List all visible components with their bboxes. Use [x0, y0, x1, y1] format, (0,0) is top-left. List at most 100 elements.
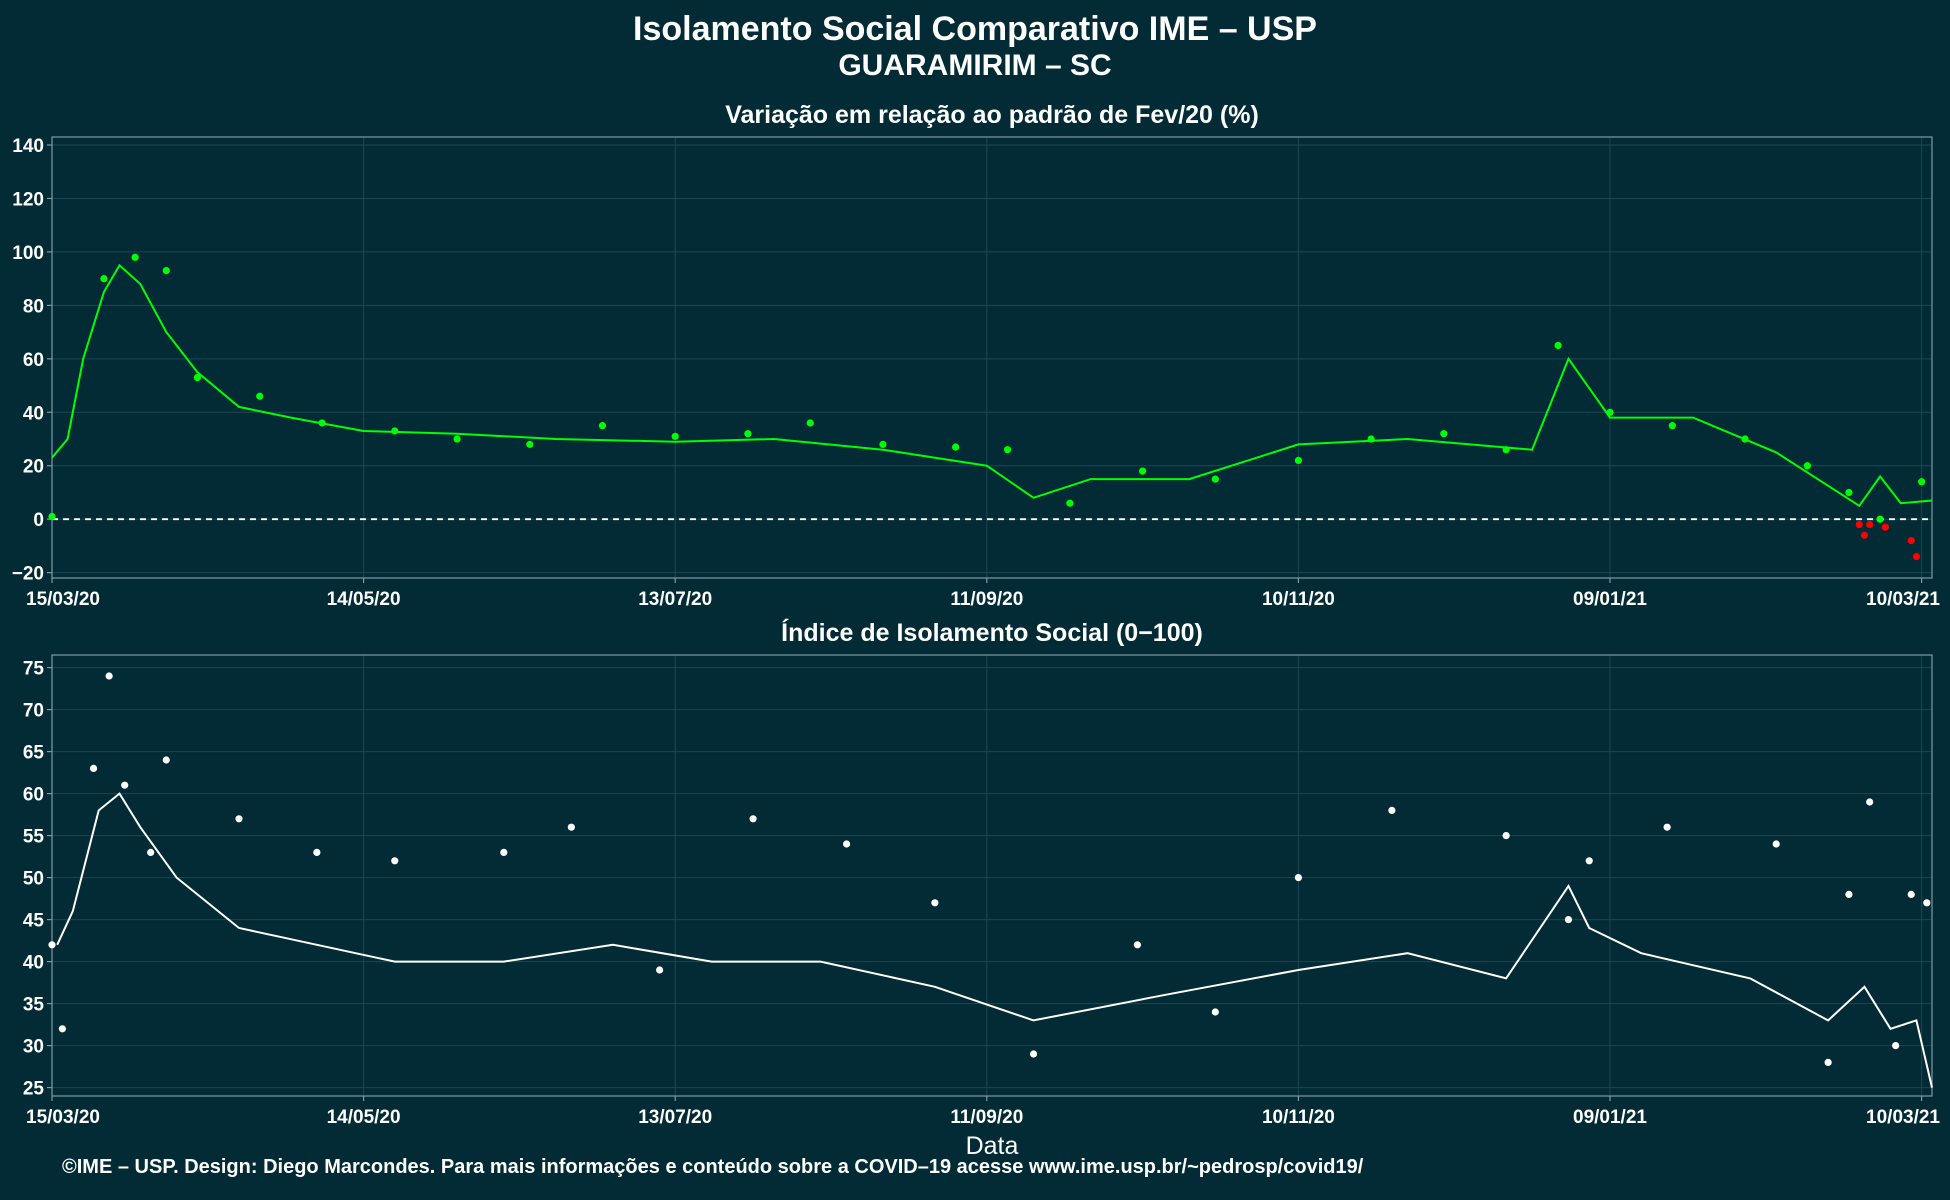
- x-tick-label: 11/09/20: [950, 589, 1023, 610]
- data-point: [1294, 874, 1303, 882]
- y-tick-label: 120: [12, 189, 44, 210]
- y-tick-label: 70: [23, 701, 44, 722]
- data-point: [1585, 857, 1593, 865]
- data-point: [567, 823, 575, 831]
- data-point: [879, 440, 887, 448]
- data-point: [1881, 523, 1889, 531]
- data-point: [1564, 916, 1573, 924]
- moving-average-line: [56, 792, 1933, 1088]
- x-axis-label: Data: [966, 1132, 1019, 1160]
- y-tick-label: 20: [23, 457, 44, 478]
- chart-main-title: Isolamento Social Comparativo IME – USP: [633, 10, 1317, 48]
- data-point: [391, 857, 399, 865]
- data-point: [193, 373, 202, 382]
- plot-title: Variação em relação ao padrão de Fev/20 …: [725, 101, 1259, 129]
- data-point: [1440, 430, 1448, 438]
- data-point: [1211, 1008, 1219, 1016]
- y-tick-label: 55: [23, 827, 45, 848]
- data-point: [1845, 488, 1853, 497]
- x-tick-label: 10/11/20: [1262, 589, 1335, 610]
- data-point: [1554, 341, 1562, 350]
- data-point: [58, 1025, 66, 1033]
- data-point: [100, 275, 108, 283]
- data-point: [1923, 899, 1931, 907]
- x-tick-label: 09/01/21: [1573, 589, 1647, 610]
- x-tick-label: 10/03/21: [1866, 589, 1940, 610]
- data-point: [89, 764, 98, 773]
- data-point: [952, 443, 960, 451]
- data-point: [744, 430, 752, 438]
- y-tick-label: −20: [12, 564, 44, 585]
- data-point: [1211, 475, 1219, 483]
- chart-panel-1: Variação em relação ao padrão de Fev/20 …: [12, 101, 1941, 610]
- y-tick-label: 65: [23, 743, 45, 764]
- x-tick-label: 10/11/20: [1262, 1107, 1335, 1128]
- data-point: [1663, 823, 1671, 831]
- footer-credit: ©IME – USP. Design: Diego Marcondes. Par…: [62, 1156, 1364, 1178]
- data-point: [162, 756, 170, 764]
- y-tick-label: 30: [23, 1037, 44, 1058]
- y-tick-label: 35: [23, 995, 45, 1016]
- data-point: [1824, 1058, 1832, 1066]
- x-tick-label: 10/03/21: [1866, 1107, 1940, 1128]
- data-point: [1772, 840, 1780, 848]
- data-point: [1918, 478, 1926, 486]
- y-tick-label: 75: [23, 659, 45, 680]
- x-tick-label: 15/03/20: [26, 589, 100, 610]
- data-point: [1066, 499, 1074, 507]
- data-point: [1876, 515, 1884, 523]
- y-tick-label: 25: [23, 1079, 45, 1100]
- x-tick-label: 13/07/20: [638, 589, 712, 610]
- plot-frame: [51, 136, 1933, 579]
- data-point: [453, 435, 461, 443]
- y-tick-label: 0: [33, 510, 44, 531]
- y-tick-label: 50: [23, 869, 44, 890]
- data-point: [1866, 520, 1874, 529]
- chart-subtitle: GUARAMIRIM – SC: [838, 49, 1112, 82]
- data-point: [806, 419, 814, 427]
- data-point: [313, 848, 321, 857]
- x-tick-label: 09/01/21: [1573, 1107, 1647, 1128]
- data-point: [235, 815, 243, 823]
- y-tick-label: 40: [23, 953, 44, 974]
- data-point: [749, 815, 757, 823]
- data-point: [656, 966, 664, 974]
- data-point: [1502, 832, 1510, 840]
- data-point: [500, 848, 508, 857]
- chart-panel-2: Índice de Isolamento Social (0−100) 25 30 3…: [23, 618, 1941, 1160]
- data-point: [1803, 462, 1811, 470]
- data-point: [105, 672, 113, 680]
- data-point: [1133, 941, 1142, 949]
- data-point: [162, 267, 170, 275]
- data-point: [48, 941, 56, 949]
- data-point: [526, 440, 534, 448]
- data-point: [1866, 798, 1874, 806]
- data-point: [598, 422, 607, 430]
- data-point: [256, 392, 264, 400]
- data-point: [131, 253, 139, 261]
- moving-average-line: [51, 263, 1933, 508]
- data-point: [48, 512, 56, 521]
- data-point: [1860, 531, 1869, 539]
- plot-frame: [51, 654, 1933, 1097]
- data-point: [1855, 520, 1863, 529]
- data-point: [1907, 890, 1915, 899]
- y-tick-label: 80: [23, 296, 44, 317]
- y-tick-label: 140: [12, 136, 44, 157]
- data-point: [147, 848, 155, 857]
- y-tick-label: 100: [12, 243, 44, 264]
- x-tick-label: 11/09/20: [950, 1107, 1023, 1128]
- data-point: [1294, 456, 1303, 464]
- data-point: [671, 432, 679, 440]
- data-point: [1139, 467, 1147, 475]
- plot-title: Índice de Isolamento Social (0−100): [781, 618, 1203, 647]
- y-tick-label: 40: [23, 403, 44, 424]
- data-point: [931, 899, 939, 907]
- data-point: [1003, 446, 1012, 454]
- x-tick-label: 14/05/20: [327, 589, 401, 610]
- data-point: [1845, 890, 1853, 899]
- x-tick-label: 14/05/20: [327, 1107, 401, 1128]
- x-tick-label: 15/03/20: [26, 1107, 100, 1128]
- data-point: [1912, 553, 1921, 561]
